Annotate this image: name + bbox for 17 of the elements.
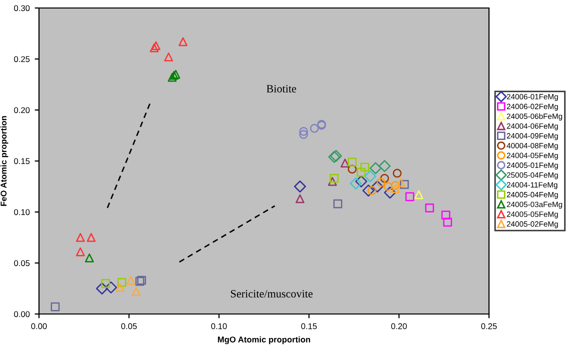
annotation: Biotite xyxy=(266,85,296,92)
y-axis-title: FeO Atomic proportion xyxy=(0,116,8,206)
y-tick-label: 0.00 xyxy=(14,311,30,318)
y-tick-label: 0.15 xyxy=(14,158,30,164)
x-axis-title: MgO Atomic proportion xyxy=(218,336,310,344)
x-tick-label: 0.15 xyxy=(301,323,317,330)
y-tick-label: 0.20 xyxy=(14,107,30,114)
y-tick-label: 0.10 xyxy=(14,209,30,216)
x-tick-label: 0.10 xyxy=(211,323,227,330)
x-tick-label: 0.00 xyxy=(31,323,47,330)
x-tick-label: 0.20 xyxy=(391,323,407,330)
annotation: Sericite/muscovite xyxy=(230,290,313,298)
y-tick-label: 0.05 xyxy=(14,260,30,266)
y-tick-label: 0.25 xyxy=(14,56,30,62)
y-tick-label: 0.30 xyxy=(14,5,30,12)
x-tick-label: 0.25 xyxy=(481,323,497,330)
x-tick-label: 0.05 xyxy=(121,323,137,330)
